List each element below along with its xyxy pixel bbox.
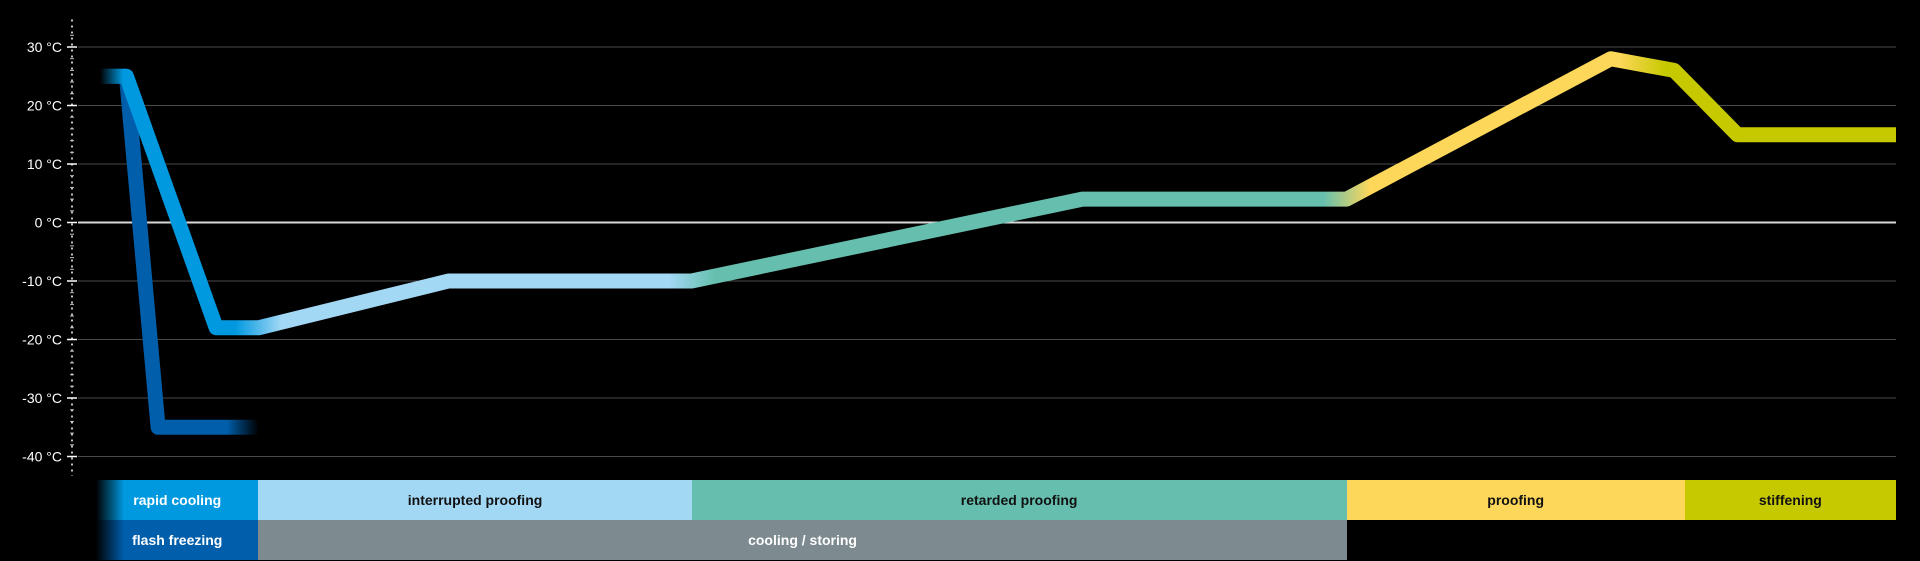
phase-label: retarded proofing: [960, 492, 1078, 508]
phase-bottom-cooling-storing: cooling / storing: [258, 520, 1347, 560]
phase-label: rapid cooling: [133, 492, 222, 508]
y-tick-label: -20 °C: [22, 332, 62, 348]
phase-label: flash freezing: [132, 532, 223, 548]
phase-top-stiffening: stiffening: [1684, 480, 1896, 520]
y-axis: 30 °C 20 °C 10 °C 0 °C -10 °C -20 °C -30 °C -40…: [22, 19, 77, 477]
grid-lines: [78, 46, 1896, 457]
phase-top-rapid-cooling: rapid cooling: [96, 480, 259, 520]
phase-label: interrupted proofing: [407, 492, 543, 508]
series-line-flash-freezing: [100, 68, 259, 435]
phase-top-proofing: proofing: [1346, 480, 1685, 520]
y-tick-label: 20 °C: [27, 98, 62, 114]
phase-bottom-flash-freezing: flash freezing: [96, 520, 259, 560]
phase-label: proofing: [1487, 492, 1545, 508]
y-tick-label: -40 °C: [22, 449, 62, 465]
phase-top-retarded-proofing: retarded proofing: [691, 480, 1347, 520]
y-tick-label: 0 °C: [35, 215, 62, 231]
y-tick-label: 10 °C: [27, 156, 62, 172]
series-lines: [100, 51, 1896, 435]
series-line-main: [100, 51, 1896, 336]
phase-label: cooling / storing: [748, 532, 857, 548]
phase-label: stiffening: [1758, 492, 1822, 508]
y-tick-label: -10 °C: [22, 273, 62, 289]
y-tick-label: -30 °C: [22, 390, 62, 406]
phase-top-interrupted-proofing: interrupted proofing: [258, 480, 692, 520]
y-tick-label: 30 °C: [27, 39, 62, 55]
